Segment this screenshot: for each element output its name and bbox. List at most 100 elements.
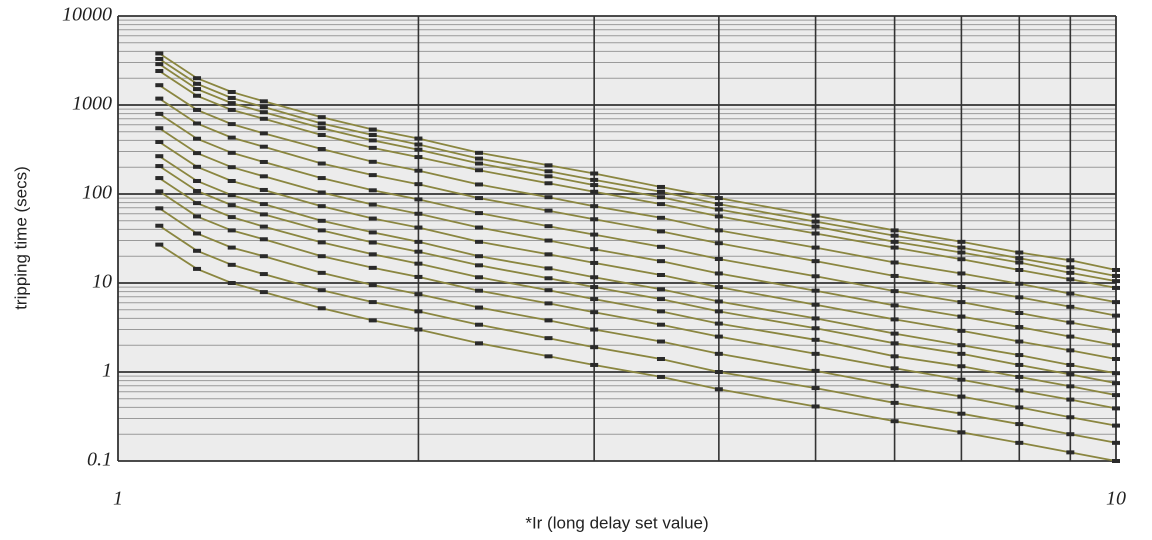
point-marker (193, 248, 202, 253)
point-marker (890, 228, 899, 233)
point-marker (590, 297, 599, 302)
curve (158, 190, 1117, 410)
point-marker (475, 168, 484, 173)
point-marker (155, 139, 164, 144)
point-marker (475, 322, 484, 327)
point-marker (714, 309, 723, 314)
point-marker (155, 69, 164, 74)
curve (158, 97, 1117, 317)
point-marker (544, 208, 553, 213)
point-marker (368, 282, 377, 287)
point-marker (193, 121, 202, 126)
y-axis-label: tripping time (secs) (11, 166, 30, 310)
point-marker (590, 204, 599, 209)
point-marker (714, 257, 723, 262)
point-marker (811, 259, 820, 264)
point-marker (714, 370, 723, 374)
point-marker (590, 275, 599, 280)
point-marker (227, 228, 236, 233)
point-marker (155, 206, 164, 211)
point-marker (656, 272, 665, 277)
point-marker (890, 383, 899, 388)
curve (158, 52, 1117, 271)
point-marker (890, 317, 899, 322)
point-marker (1112, 285, 1120, 290)
point-marker (227, 122, 236, 127)
point-marker (590, 327, 599, 332)
point-marker (1066, 432, 1075, 437)
point-marker (317, 306, 326, 311)
point-marker (1015, 295, 1024, 300)
point-marker (811, 288, 820, 293)
point-marker (811, 386, 820, 391)
point-marker (368, 202, 377, 207)
point-marker (656, 259, 665, 264)
point-marker (811, 326, 820, 331)
point-marker (1112, 393, 1120, 398)
point-marker (590, 232, 599, 237)
y-tick-label: 0.1 (87, 449, 112, 471)
point-marker (155, 242, 164, 247)
point-marker (714, 387, 723, 392)
point-marker (317, 218, 326, 223)
point-marker (656, 287, 665, 292)
point-marker (1015, 339, 1024, 344)
point-marker (227, 193, 236, 198)
point-marker (1015, 362, 1024, 367)
point-marker (368, 300, 377, 305)
point-marker (317, 288, 326, 293)
point-marker (656, 184, 665, 189)
point-marker (259, 144, 268, 149)
point-marker (811, 213, 820, 218)
curve (158, 63, 1117, 282)
point-marker (193, 178, 202, 183)
point-marker (155, 176, 164, 181)
point-marker (155, 164, 164, 169)
curve (158, 224, 1117, 444)
curve (158, 177, 1117, 396)
point-marker (368, 240, 377, 245)
point-marker (193, 107, 202, 112)
point-marker (957, 328, 966, 333)
point-marker (544, 276, 553, 281)
point-marker (1112, 273, 1120, 278)
point-marker (714, 351, 723, 356)
point-marker (193, 189, 202, 194)
grid (117, 15, 1117, 462)
point-marker (1015, 260, 1024, 265)
point-marker (890, 400, 899, 405)
point-marker (1015, 353, 1024, 358)
point-marker (544, 252, 553, 257)
point-marker (259, 290, 268, 295)
point-marker (1066, 265, 1075, 270)
point-marker (1112, 356, 1120, 361)
point-marker (656, 229, 665, 234)
point-marker (155, 62, 164, 67)
point-marker (227, 165, 236, 170)
point-marker (811, 368, 820, 373)
point-marker (544, 336, 553, 341)
point-marker (317, 240, 326, 245)
point-marker (590, 189, 599, 194)
point-marker (811, 302, 820, 307)
point-marker (259, 272, 268, 277)
point-marker (1066, 334, 1075, 339)
point-marker (656, 322, 665, 327)
point-marker (193, 136, 202, 141)
point-marker (317, 161, 326, 166)
point-marker (155, 189, 164, 194)
point-marker (957, 271, 966, 276)
point-marker (957, 394, 966, 399)
point-marker (414, 168, 423, 173)
point-marker (414, 309, 423, 314)
point-marker (155, 126, 164, 131)
point-marker (656, 309, 665, 314)
point-marker (957, 377, 966, 382)
point-marker (227, 215, 236, 220)
point-marker (714, 214, 723, 219)
point-marker (957, 411, 966, 416)
curve (158, 155, 1117, 375)
point-marker (890, 354, 899, 359)
point-marker (193, 214, 202, 219)
point-marker (590, 171, 599, 176)
